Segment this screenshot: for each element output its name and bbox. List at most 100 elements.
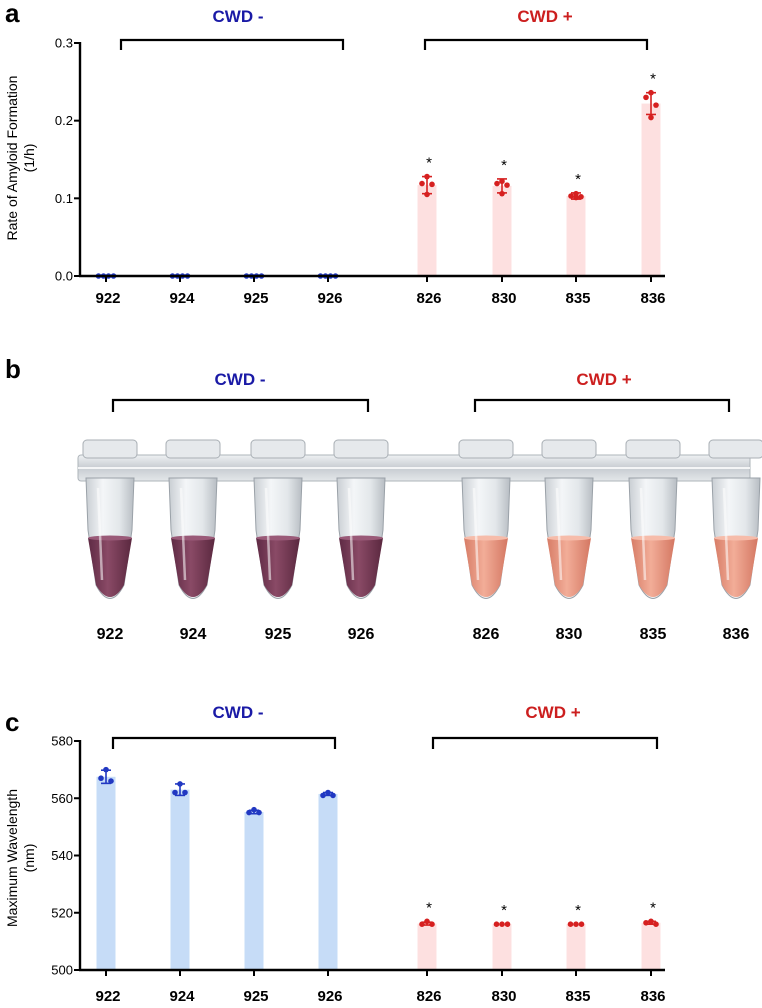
tube-meniscus-830: [547, 535, 591, 541]
significance-marker-836: *: [650, 899, 656, 916]
tube-liquid-926: [339, 538, 383, 597]
tube-cap-830: [541, 439, 597, 459]
x-tick-label-830: 830: [491, 290, 516, 307]
tube-922: [82, 439, 138, 599]
tube-liquid-836: [714, 538, 758, 597]
data-point-835-2: [573, 921, 579, 927]
tube-826: [458, 439, 514, 599]
panel-c-chart: c CWD - CWD + Maximum Wavelength (nm) * *…: [4, 703, 666, 1005]
tube-cap-835: [625, 439, 681, 459]
data-point-830-1: [499, 178, 505, 185]
panel-letter-c: c: [5, 707, 19, 737]
tube-liquid-925: [256, 538, 300, 597]
y-tick-label-580: 580: [51, 734, 73, 749]
tube-cap-922: [82, 439, 138, 459]
significance-marker-826: *: [426, 899, 432, 916]
bracket-cwd-positive-c: [431, 736, 659, 749]
y-axis-title-line2-c: (nm): [21, 844, 37, 873]
y-axis-title-line1: Rate of Amyloid Formation: [4, 76, 20, 241]
bar-830: [492, 924, 512, 970]
y-tick-label-560: 560: [51, 791, 73, 806]
significance-marker-830: *: [501, 902, 507, 919]
tube-highlight-922: [96, 487, 104, 581]
bar-830: [492, 185, 512, 276]
bar-826: [417, 185, 437, 276]
data-point-836-4: [648, 114, 654, 121]
bar-922: [96, 776, 116, 970]
data-point-835-3: [578, 921, 585, 927]
bar-925: [244, 811, 264, 970]
bar-926: [318, 793, 338, 970]
data-point-826-2: [419, 921, 425, 927]
group-label-cwd-positive-b: CWD +: [576, 370, 631, 389]
tube-836: [708, 439, 762, 599]
y-tick-label-0.0: 0.0: [55, 269, 73, 284]
x-tick-label-835: 835: [565, 290, 590, 307]
x-tick-label-922: 922: [95, 290, 120, 307]
x-tick-label-826: 826: [416, 988, 441, 1005]
bar-826: [417, 923, 437, 970]
tube-925: [250, 439, 306, 599]
tube-cap-826: [458, 439, 514, 459]
data-point-922-1: [103, 766, 109, 773]
x-tick-label-925: 925: [243, 988, 268, 1005]
significance-marker-835: *: [575, 171, 581, 188]
data-point-924-2: [172, 789, 178, 796]
tube-liquid-922: [88, 538, 132, 597]
y-tick-label-540: 540: [51, 848, 73, 863]
data-point-836-3: [653, 102, 659, 108]
bar-836: [641, 922, 661, 970]
y-axis-title-line1-c: Maximum Wavelength: [4, 789, 20, 927]
panel-a-chart: a CWD - CWD + Rate of Amyloid Formation …: [4, 0, 666, 307]
tube-meniscus-836: [714, 535, 758, 541]
tube-highlight-835: [639, 487, 647, 581]
bar-835: [566, 924, 586, 970]
data-point-922-2: [98, 775, 104, 782]
data-point-924-3: [182, 789, 188, 796]
data-point-836-2: [643, 94, 649, 101]
tube-meniscus-926: [339, 535, 383, 541]
data-point-826-2: [419, 180, 425, 187]
tube-meniscus-826: [464, 535, 508, 541]
x-tick-label-924: 924: [169, 290, 195, 307]
data-point-830-4: [499, 190, 505, 197]
data-point-835-1: [567, 921, 574, 927]
data-point-826-3: [429, 181, 435, 188]
x-tick-label-836: 836: [640, 290, 665, 307]
x-tick-label-830: 830: [491, 988, 516, 1005]
bar-924: [170, 789, 190, 970]
data-point-826-3: [429, 921, 435, 927]
bracket-cwd-negative-b: [111, 398, 370, 412]
tube-liquid-835: [631, 538, 675, 597]
tube-meniscus-922: [88, 535, 132, 541]
group-label-cwd-positive-c: CWD +: [525, 703, 580, 722]
data-point-826-4: [424, 191, 430, 198]
y-tick-label-0.3: 0.3: [55, 36, 73, 51]
group-label-cwd-negative: CWD -: [213, 7, 264, 26]
data-point-835-4: [573, 194, 579, 201]
tube-926: [333, 439, 389, 599]
tube-meniscus-925: [256, 535, 300, 541]
tube-cap-924: [165, 439, 221, 459]
tube-highlight-836: [722, 487, 730, 581]
x-tick-label-835: 835: [565, 988, 590, 1005]
bracket-cwd-negative-c: [111, 736, 337, 749]
group-label-cwd-negative-b: CWD -: [215, 370, 266, 389]
bar-836: [641, 103, 661, 276]
x-tick-label-925: 925: [243, 290, 268, 307]
data-point-836-2: [643, 919, 649, 926]
group-label-cwd-positive: CWD +: [517, 7, 572, 26]
tube-cap-836: [708, 439, 762, 459]
data-point-835-2: [568, 193, 574, 199]
tube-liquid-826: [464, 538, 508, 597]
tube-835: [625, 439, 681, 599]
significance-marker-826: *: [426, 155, 432, 172]
tube-highlight-826: [472, 487, 480, 581]
panel-letter-b: b: [5, 354, 21, 384]
panel-b-photo: b CWD - CWD + 922 924 925 926 826 830 835 836: [5, 354, 762, 643]
data-point-826-1: [424, 173, 430, 180]
data-point-836-1: [648, 89, 654, 96]
data-point-830-3: [504, 921, 511, 927]
data-point-836-3: [653, 921, 659, 927]
